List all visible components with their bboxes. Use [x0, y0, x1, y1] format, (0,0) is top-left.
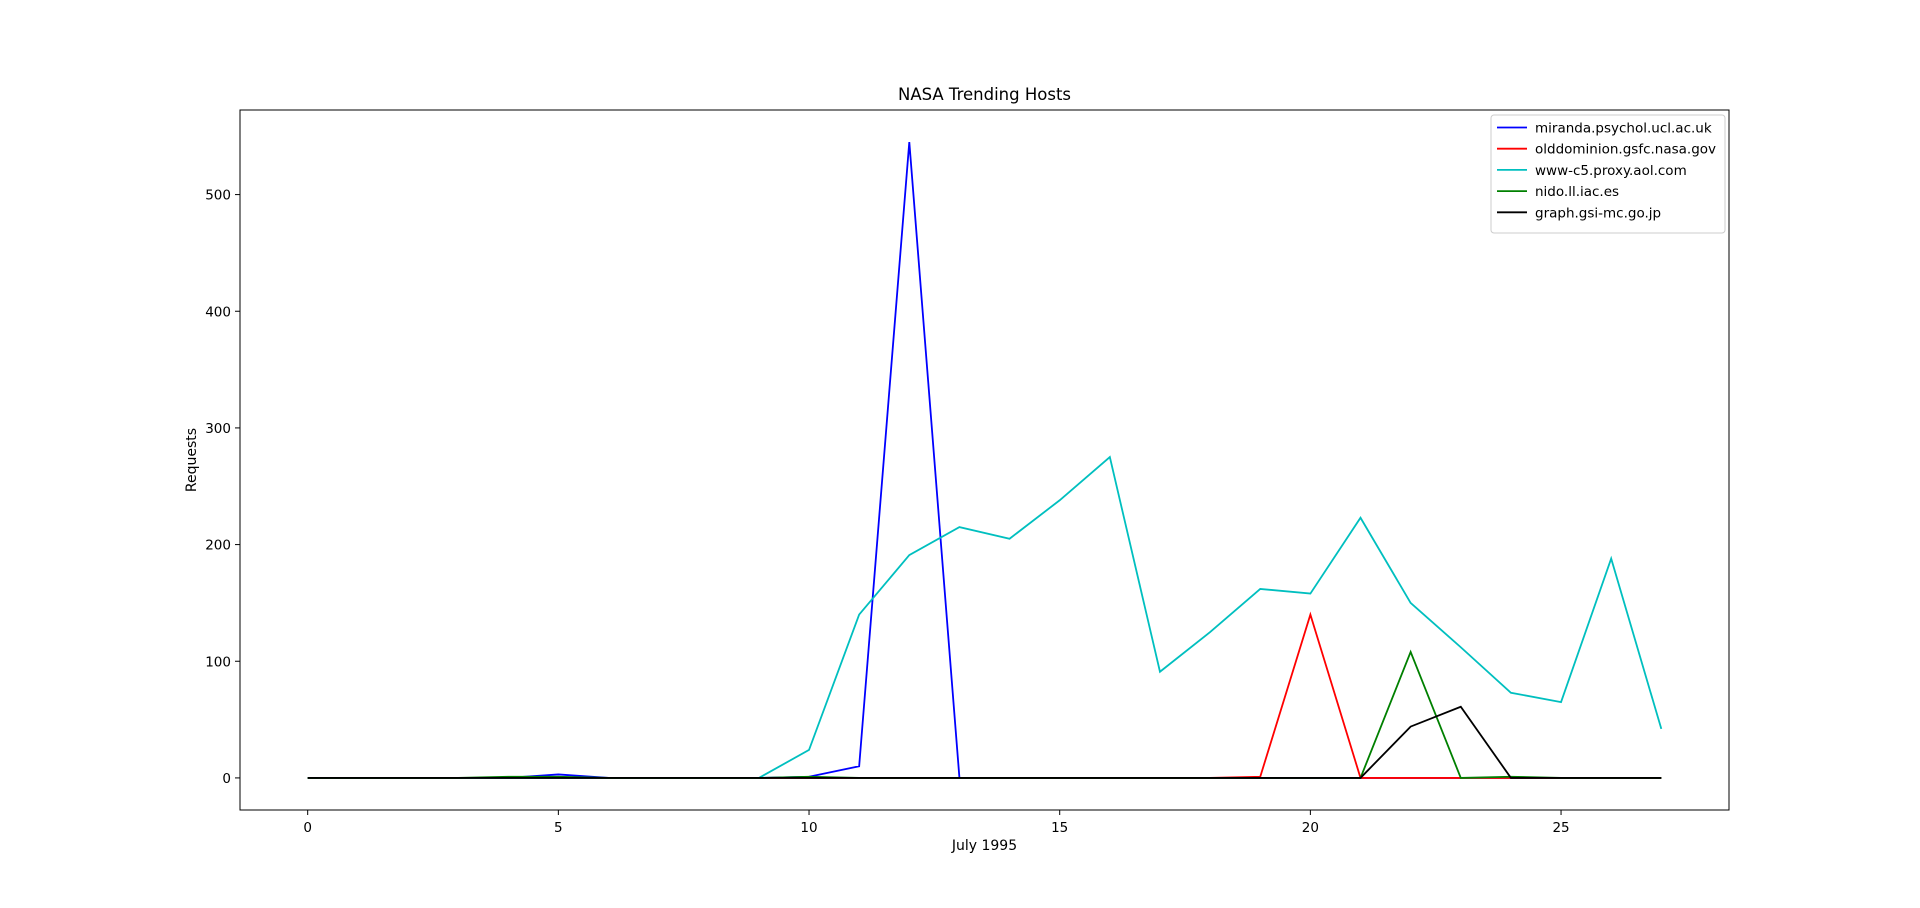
legend-box [1490, 114, 1726, 234]
x-tick-label: 10 [800, 820, 817, 836]
legend: miranda.psychol.ucl.ac.uk olddominion.gsf… [1490, 114, 1726, 234]
x-tick-label: 15 [1051, 820, 1068, 836]
y-tick-label: 100 [205, 654, 231, 670]
y-tick-label: 0 [222, 771, 231, 787]
x-tick-label: 0 [303, 820, 312, 836]
series-layer [307, 142, 1663, 779]
y-axis-label: Requests [184, 428, 200, 492]
x-tick-label: 5 [554, 820, 563, 836]
x-tick-label: 25 [1552, 820, 1569, 836]
legend-entry: miranda.psychol.ucl.ac.uk [1535, 121, 1712, 137]
chart-title: NASA Trending Hosts [898, 85, 1071, 104]
y-tick-label: 300 [205, 421, 231, 437]
plot-frame [239, 109, 1730, 811]
series-line-4 [307, 649, 1662, 779]
x-tick-label: 20 [1302, 820, 1319, 836]
x-axis-label: July 1995 [951, 838, 1017, 854]
legend-entry: www-c5.proxy.aol.com [1535, 163, 1687, 179]
y-tick-label: 500 [205, 188, 231, 204]
legend-entry: olddominion.gsfc.nasa.gov [1535, 142, 1716, 158]
series-line-3 [307, 455, 1663, 779]
y-tick-label: 400 [205, 304, 231, 320]
legend-entry: nido.ll.iac.es [1535, 184, 1619, 200]
y-tick-label: 200 [205, 538, 231, 554]
series-line-5 [307, 705, 1662, 779]
series-line-1 [307, 142, 1662, 779]
x-axis: 0 5 10 15 20 25 [303, 810, 1570, 836]
legend-entry: graph.gsi-mc.go.jp [1535, 205, 1661, 221]
y-axis: 0 100 200 300 400 500 [205, 188, 240, 787]
series-line-2 [307, 611, 1662, 779]
